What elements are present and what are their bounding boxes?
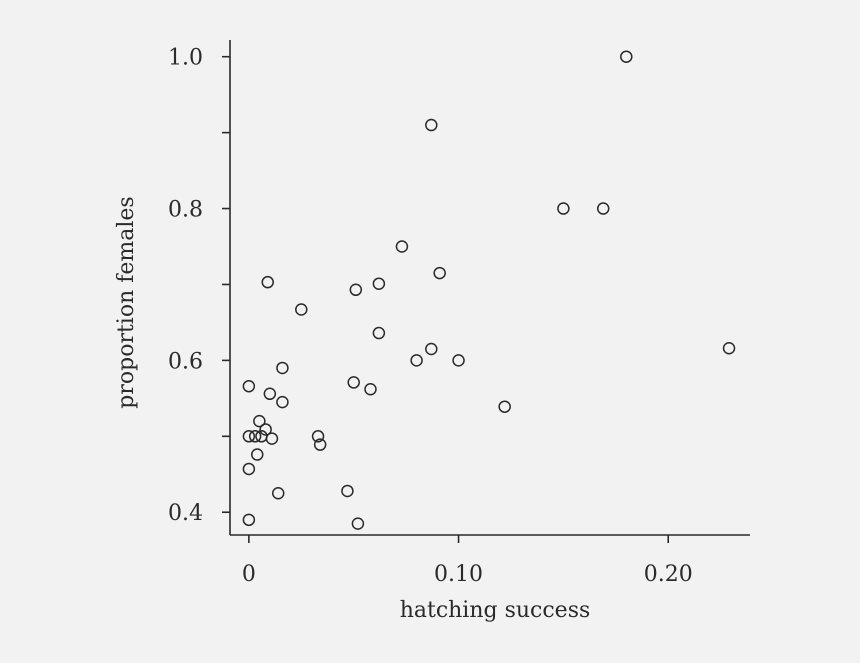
- data-point: [276, 361, 289, 375]
- data-point: [242, 513, 256, 527]
- data-point: [347, 376, 360, 389]
- data-point: [433, 266, 446, 280]
- data-point: [425, 342, 438, 356]
- data-point: [557, 202, 570, 215]
- data-point: [452, 354, 465, 367]
- data-point: [242, 430, 256, 443]
- data-point: [313, 438, 327, 451]
- data-point: [253, 414, 266, 428]
- data-point: [372, 277, 386, 290]
- y-tick-label: 0.4: [168, 501, 203, 526]
- data-point: [261, 275, 274, 289]
- x-tick-label: 0.20: [644, 562, 693, 587]
- data-point: [722, 341, 736, 355]
- x-tick-label: 0: [242, 562, 256, 587]
- data-point: [251, 448, 264, 461]
- y-axis-ticks: 0.4 0.6 0.8 1.0: [168, 46, 230, 526]
- data-point: [242, 379, 256, 393]
- y-tick-label: 1.0: [168, 46, 203, 71]
- data-point: [242, 462, 256, 476]
- data-point: [263, 387, 277, 401]
- data-point: [410, 354, 423, 367]
- data-point: [372, 326, 386, 340]
- data-point: [271, 486, 285, 500]
- data-point: [596, 202, 610, 215]
- data-point: [341, 484, 354, 498]
- data-point: [351, 517, 365, 530]
- data-point: [276, 395, 289, 409]
- x-axis-ticks: 0 0.10 0.20: [242, 535, 693, 587]
- data-points: [242, 50, 736, 530]
- data-point: [425, 118, 438, 132]
- x-axis-title: hatching success: [400, 598, 591, 623]
- data-point: [620, 50, 633, 63]
- data-point: [364, 382, 377, 396]
- data-point: [295, 303, 308, 316]
- y-tick-label: 0.8: [168, 198, 203, 223]
- data-point: [265, 432, 279, 445]
- y-axis-title: proportion females: [114, 196, 139, 408]
- data-point: [311, 430, 325, 443]
- data-point: [498, 400, 511, 413]
- data-point: [248, 430, 262, 443]
- data-point: [259, 423, 272, 436]
- data-point: [395, 240, 409, 253]
- data-point: [349, 283, 363, 297]
- y-tick-label: 0.6: [168, 349, 203, 374]
- x-tick-label: 0.10: [434, 562, 483, 587]
